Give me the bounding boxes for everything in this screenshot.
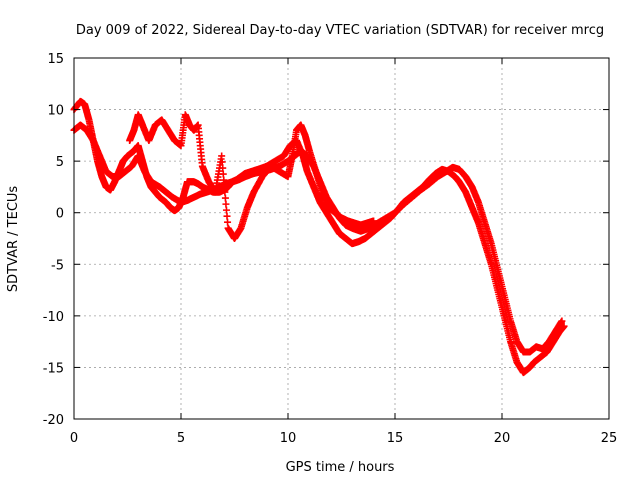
series-track-3 <box>126 111 378 242</box>
y-axis-label: SDTVAR / TECUs <box>6 186 21 293</box>
y-tick-label: 15 <box>47 52 64 67</box>
plot-markers <box>70 97 568 377</box>
y-tick-label: 10 <box>47 104 64 119</box>
data-point <box>370 217 378 225</box>
y-tick-label: -20 <box>43 413 64 428</box>
data-point <box>220 176 228 184</box>
data-point <box>223 212 231 220</box>
data-point <box>222 206 230 214</box>
plot-frame <box>73 57 610 420</box>
x-tick-label: 5 <box>177 431 185 446</box>
data-point <box>224 218 232 226</box>
data-point <box>218 158 226 166</box>
y-tick-label: 5 <box>56 155 64 170</box>
x-tick-label: 15 <box>387 431 404 446</box>
data-point <box>221 194 229 202</box>
axis-ticks <box>73 57 610 420</box>
data-point <box>218 152 226 160</box>
x-tick-label: 0 <box>70 431 78 446</box>
y-tick-label: -5 <box>51 258 64 273</box>
x-axis-label: GPS time / hours <box>286 460 395 475</box>
data-point <box>219 164 227 172</box>
data-point <box>221 188 229 196</box>
y-tick-label: -15 <box>43 361 64 376</box>
data-point <box>222 200 230 208</box>
chart-title: Day 009 of 2022, Sidereal Day-to-day VTE… <box>76 23 604 38</box>
data-point <box>220 182 228 190</box>
x-tick-label: 10 <box>280 431 297 446</box>
data-point <box>558 317 566 325</box>
y-tick-label: -10 <box>43 310 64 325</box>
data-point <box>219 170 227 178</box>
tick-labels: 0 5 10 15 20 25 -20 -15 -10 -5 0 5 10 15 <box>43 52 618 446</box>
y-tick-label: 0 <box>56 207 64 222</box>
x-tick-label: 25 <box>601 431 618 446</box>
x-tick-label: 20 <box>494 431 511 446</box>
